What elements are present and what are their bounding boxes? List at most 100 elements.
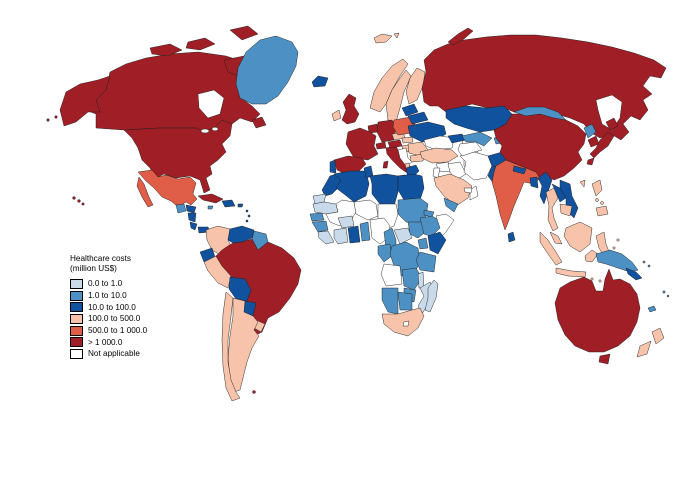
country-svalbard xyxy=(393,32,400,39)
country-novaya-zemlya xyxy=(447,27,474,46)
indonesia-island xyxy=(590,277,594,281)
legend-row: 100.0 to 500.0 xyxy=(70,313,200,325)
country-egypt xyxy=(397,173,425,201)
country-turkmenistan xyxy=(457,141,483,157)
country-oman xyxy=(469,185,479,201)
philippines-island xyxy=(600,201,604,205)
legend-swatch-gt1000 xyxy=(70,337,83,348)
country-svalbard xyxy=(373,33,393,44)
country-libya xyxy=(369,173,399,207)
country-kenya xyxy=(427,231,447,255)
country-malawi xyxy=(417,271,425,289)
legend-label: 100.0 to 500.0 xyxy=(88,314,141,324)
country-bolivia xyxy=(228,276,252,302)
country-iraq xyxy=(447,161,467,181)
country-sri-lanka xyxy=(507,231,516,243)
solomon-island xyxy=(642,260,646,264)
country-honduras xyxy=(185,204,197,214)
legend-swatch-1-10 xyxy=(70,290,83,301)
country-tasmania xyxy=(598,353,611,365)
country-japan xyxy=(589,131,615,159)
indonesia-sumatra xyxy=(539,231,563,266)
country-botswana xyxy=(397,291,413,311)
country-madagascar xyxy=(424,279,439,313)
country-philippines xyxy=(591,179,603,197)
country-new-guinea xyxy=(595,249,639,273)
png-southeast-tail xyxy=(625,267,643,281)
country-belarus xyxy=(407,111,429,125)
country-alaska xyxy=(59,75,111,127)
legend-rows: 0.0 to 1.0 1.0 to 10.0 10.0 to 100.0 100… xyxy=(70,278,200,360)
indonesia-island xyxy=(598,279,602,283)
country-switzerland xyxy=(375,141,387,150)
country-philippines xyxy=(595,205,609,217)
new-guinea-birds-head xyxy=(584,249,599,263)
country-newfoundland xyxy=(251,116,267,129)
solomon-island xyxy=(647,264,651,268)
country-algeria xyxy=(333,170,370,203)
legend-swatch-100-500 xyxy=(70,313,83,324)
country-germany xyxy=(376,119,397,143)
great-lake xyxy=(200,128,210,134)
country-slovakia xyxy=(401,136,414,144)
country-usa xyxy=(123,119,233,194)
country-lesotho xyxy=(402,320,410,327)
country-ivory-coast xyxy=(333,227,349,245)
legend-row: 1.0 to 10.0 xyxy=(70,290,200,302)
fiji-island xyxy=(666,294,670,298)
country-austria xyxy=(387,139,403,149)
country-jamaica xyxy=(207,205,214,210)
country-france xyxy=(345,127,379,161)
country-new-caledonia xyxy=(647,305,657,313)
country-arctic-islands xyxy=(149,43,183,57)
legend-swatch-not-applicable xyxy=(70,348,83,359)
country-taiwan xyxy=(579,179,586,188)
country-jordan-israel xyxy=(432,167,441,179)
country-namibia xyxy=(381,287,399,315)
legend-swatch-10-100 xyxy=(70,302,83,313)
country-mexico xyxy=(137,169,198,208)
legend-label: 1.0 to 10.0 xyxy=(88,291,127,301)
country-tanzania xyxy=(415,251,437,273)
indonesia-java xyxy=(555,267,587,278)
country-uganda xyxy=(417,237,429,250)
indonesia-borneo xyxy=(563,221,593,253)
legend-title-line2: (million US$) xyxy=(70,264,117,273)
legend-title-line1: Healthcare costs xyxy=(70,254,131,263)
country-norway xyxy=(369,58,409,113)
country-chile xyxy=(221,291,241,402)
country-bulgaria xyxy=(409,153,425,163)
legend-row: Not applicable xyxy=(70,348,200,360)
legend-row: 0.0 to 1.0 xyxy=(70,278,200,290)
country-turkey xyxy=(419,147,459,164)
country-angola xyxy=(380,263,403,287)
country-sierra-leone-liberia xyxy=(317,230,335,245)
country-guinea xyxy=(311,220,329,233)
great-lake xyxy=(211,126,219,132)
country-uae xyxy=(463,187,473,194)
hawaii-island xyxy=(81,202,85,206)
legend-title: Healthcare costs (million US$) xyxy=(70,254,200,274)
country-iran xyxy=(459,151,493,181)
indonesia-island xyxy=(616,238,620,242)
falkland-islands xyxy=(252,390,256,394)
aleutian-island xyxy=(46,118,50,122)
country-iceland xyxy=(311,75,329,88)
country-venezuela xyxy=(227,225,255,244)
fiji-island xyxy=(662,290,666,294)
map-legend: Healthcare costs (million US$) 0.0 to 1.… xyxy=(70,254,200,360)
legend-swatch-500-1000 xyxy=(70,325,83,336)
hudson-bay xyxy=(197,89,225,119)
country-yemen xyxy=(443,197,459,213)
country-zambia xyxy=(401,267,423,291)
country-malaysia xyxy=(549,231,563,245)
country-ireland xyxy=(331,109,342,122)
country-argentina xyxy=(227,297,260,393)
country-new-zealand xyxy=(636,340,652,358)
country-costa-rica xyxy=(189,221,198,231)
lesser-antilles-island xyxy=(245,209,249,213)
legend-label: > 1 000.0 xyxy=(88,337,123,347)
country-hispaniola xyxy=(221,199,236,208)
country-uk xyxy=(341,93,360,125)
